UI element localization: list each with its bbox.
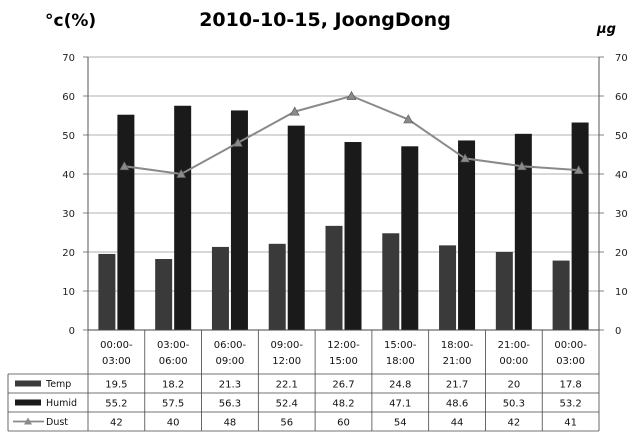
bar-humid [174,105,192,330]
data-label-humid: 48.6 [446,399,468,410]
category-label: 06:00- [214,340,247,351]
data-label-dust: 56 [280,418,293,429]
left-tick-label: 20 [62,248,75,259]
left-tick-label: 70 [62,53,75,64]
point-dust [119,161,130,171]
left-tick-label: 10 [62,287,75,298]
point-dust [516,161,527,171]
bar-temp [552,260,570,330]
right-tick-label: 70 [615,53,628,64]
left-tick-label: 40 [62,170,75,181]
data-label-temp: 17.8 [559,380,581,391]
bar-humid [344,142,362,330]
data-label-dust: 48 [224,418,237,429]
right-tick-label: 20 [615,248,628,259]
category-label: 00:00- [554,340,587,351]
data-label-humid: 47.1 [389,399,411,410]
category-label: 15:00 [329,356,358,367]
data-label-humid: 52.4 [276,399,298,410]
legend-label-dust: Dust [46,417,68,428]
category-label: 00:00- [100,340,133,351]
bar-humid [458,140,476,330]
category-label: 18:00- [441,340,474,351]
data-label-temp: 21.7 [446,380,468,391]
category-label: 03:00- [157,340,190,351]
data-label-temp: 21.3 [219,380,241,391]
bar-humid [230,110,248,331]
bar-humid [117,114,135,330]
category-label: 21:00- [498,340,531,351]
point-dust [232,137,243,147]
right-tick-label: 10 [615,287,628,298]
left-tick-label: 0 [69,326,75,337]
left-tick-label: 60 [62,92,75,103]
data-label-humid: 48.2 [332,399,354,410]
category-label: 21:00 [443,356,472,367]
data-label-temp: 22.1 [276,380,298,391]
left-axis-unit: °c(%) [45,11,96,31]
bar-temp [439,245,457,330]
point-dust [289,106,300,116]
chart-title: 2010-10-15, JoongDong [199,9,451,31]
data-label-humid: 57.5 [162,399,184,410]
data-label-temp: 26.7 [332,380,354,391]
legend-key-humid [15,399,41,406]
right-tick-label: 60 [615,92,628,103]
category-label: 09:00 [216,356,245,367]
point-dust [346,90,357,100]
bar-humid [514,133,532,330]
data-label-dust: 40 [167,418,180,429]
data-label-humid: 50.3 [503,399,525,410]
data-label-humid: 56.3 [219,399,241,410]
right-axis-unit: μg [596,22,616,37]
bar-temp [325,225,343,330]
bar-temp [268,243,286,330]
legend-label-humid: Humid [46,398,77,409]
bar-humid [287,125,305,330]
category-label: 09:00- [271,340,304,351]
right-tick-label: 0 [615,326,621,337]
data-label-humid: 53.2 [559,399,581,410]
data-label-dust: 41 [564,418,577,429]
point-dust [176,168,187,178]
right-tick-label: 40 [615,170,628,181]
bar-temp [98,253,116,330]
bar-humid [571,122,589,331]
data-label-temp: 20 [507,380,520,391]
data-label-temp: 18.2 [162,380,184,391]
bar-temp [211,246,229,330]
data-label-temp: 24.8 [389,380,411,391]
legend-label-temp: Temp [45,379,71,390]
point-dust [460,153,471,163]
data-label-dust: 44 [451,418,464,429]
right-tick-label: 50 [615,131,628,142]
bar-humid [401,146,419,330]
category-label: 03:00 [102,356,131,367]
category-label: 00:00 [499,356,528,367]
bar-temp [495,252,513,330]
legend-key-marker [24,417,32,425]
data-label-dust: 54 [394,418,407,429]
data-label-dust: 42 [110,418,123,429]
category-label: 03:00 [556,356,585,367]
data-label-dust: 60 [337,418,350,429]
left-tick-label: 30 [62,209,75,220]
point-dust [573,164,584,174]
category-label: 12:00- [327,340,360,351]
category-label: 12:00 [272,356,301,367]
category-label: 15:00- [384,340,417,351]
category-label: 18:00 [386,356,415,367]
data-label-dust: 42 [507,418,520,429]
legend-key-temp [15,380,41,387]
data-label-temp: 19.5 [105,380,127,391]
category-label: 06:00 [159,356,188,367]
bar-temp [382,233,400,330]
point-dust [403,114,414,124]
right-tick-label: 30 [615,209,628,220]
bar-temp [155,259,173,330]
left-tick-label: 50 [62,131,75,142]
data-label-humid: 55.2 [105,399,127,410]
